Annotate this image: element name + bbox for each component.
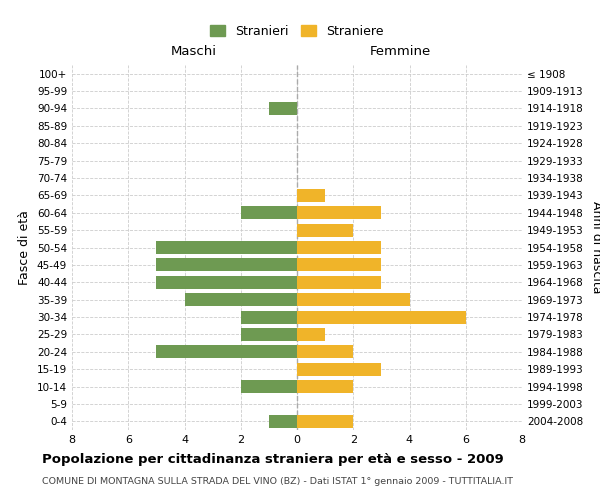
Bar: [297, 276, 382, 289]
Text: Femmine: Femmine: [370, 44, 431, 58]
Bar: [297, 258, 382, 272]
Bar: [297, 293, 409, 306]
Y-axis label: Anni di nascita: Anni di nascita: [590, 201, 600, 294]
Bar: [297, 206, 382, 220]
Legend: Stranieri, Straniere: Stranieri, Straniere: [205, 20, 389, 43]
Bar: [269, 415, 297, 428]
Text: Maschi: Maschi: [170, 44, 217, 58]
Bar: [297, 346, 353, 358]
Bar: [297, 362, 382, 376]
Bar: [297, 380, 353, 393]
Bar: [297, 310, 466, 324]
Bar: [157, 346, 297, 358]
Bar: [185, 293, 297, 306]
Bar: [241, 380, 297, 393]
Bar: [241, 310, 297, 324]
Bar: [157, 241, 297, 254]
Bar: [297, 415, 353, 428]
Bar: [157, 258, 297, 272]
Bar: [241, 206, 297, 220]
Bar: [297, 328, 325, 341]
Text: Popolazione per cittadinanza straniera per età e sesso - 2009: Popolazione per cittadinanza straniera p…: [42, 452, 504, 466]
Bar: [297, 189, 325, 202]
Bar: [297, 224, 353, 236]
Bar: [241, 328, 297, 341]
Y-axis label: Fasce di età: Fasce di età: [19, 210, 31, 285]
Bar: [269, 102, 297, 115]
Bar: [297, 241, 382, 254]
Bar: [157, 276, 297, 289]
Text: COMUNE DI MONTAGNA SULLA STRADA DEL VINO (BZ) - Dati ISTAT 1° gennaio 2009 - TUT: COMUNE DI MONTAGNA SULLA STRADA DEL VINO…: [42, 478, 513, 486]
